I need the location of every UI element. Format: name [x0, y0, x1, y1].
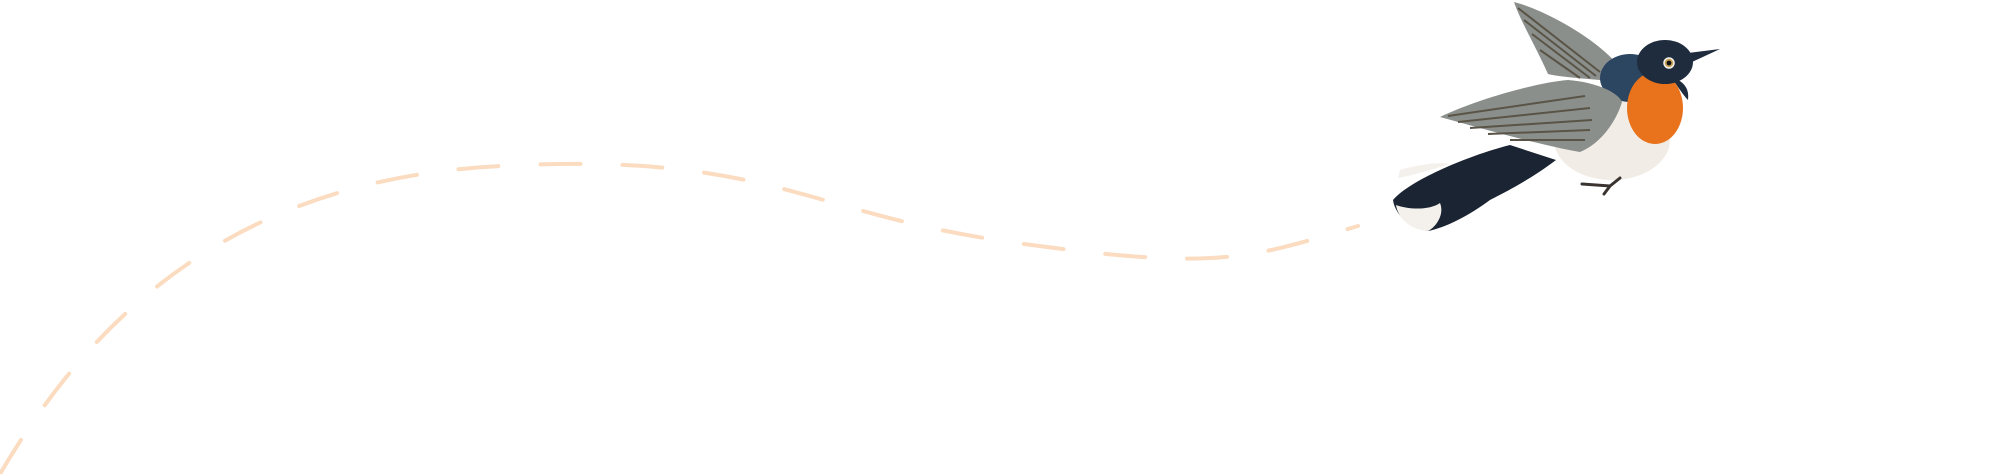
flight-path-dashed-line	[0, 161, 1360, 474]
bird-icon	[1393, 2, 1720, 231]
